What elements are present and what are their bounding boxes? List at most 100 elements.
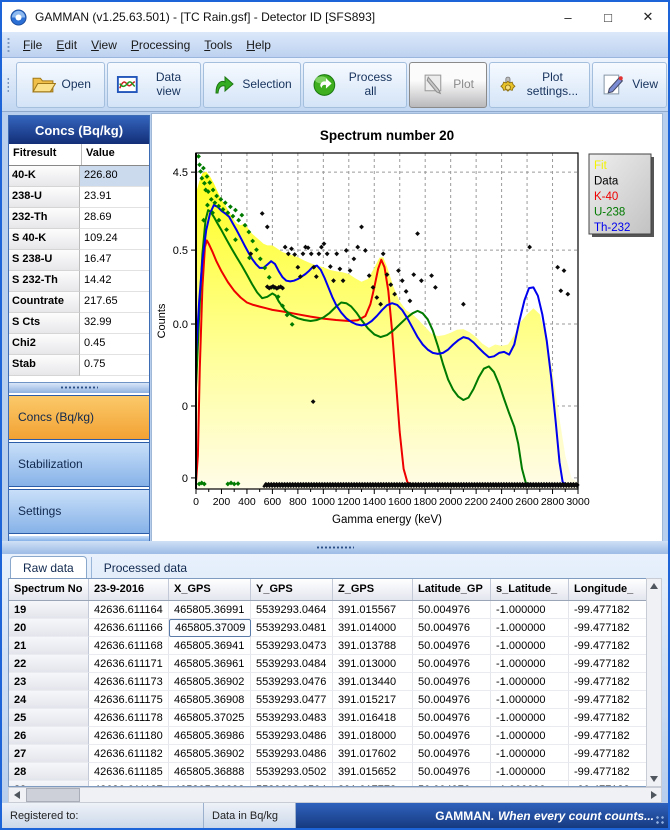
- result-row[interactable]: Stab 0.75: [9, 355, 149, 376]
- grid-cell[interactable]: -99.477182: [569, 637, 649, 655]
- tab-processed-data[interactable]: Processed data: [90, 557, 199, 578]
- grid-cell[interactable]: 42636.611175: [89, 691, 169, 709]
- grid-cell[interactable]: -99.477182: [569, 601, 649, 619]
- grid-cell[interactable]: 391.015567: [333, 601, 413, 619]
- grid-cell[interactable]: 5539293.0477: [251, 691, 333, 709]
- grid-cell[interactable]: 5539293.0504: [251, 781, 333, 786]
- grid-cell[interactable]: 391.017602: [333, 745, 413, 763]
- grid-column-header[interactable]: X_GPS: [169, 579, 251, 600]
- result-row[interactable]: S 232-Th 14.42: [9, 271, 149, 292]
- grid-cell[interactable]: 50.004976: [413, 673, 491, 691]
- grid-cell[interactable]: 42636.611187: [89, 781, 169, 786]
- grid-row-number[interactable]: 29: [9, 781, 89, 786]
- close-button[interactable]: ✕: [628, 2, 668, 32]
- grid-column-header[interactable]: Latitude_GP: [413, 579, 491, 600]
- grid-cell[interactable]: -1.000000: [491, 601, 569, 619]
- grid-row-number[interactable]: 26: [9, 727, 89, 745]
- grid-cell[interactable]: 5539293.0486: [251, 727, 333, 745]
- grid-cell[interactable]: 5539293.0483: [251, 709, 333, 727]
- grid-cell[interactable]: -99.477182: [569, 619, 649, 637]
- grid-column-header[interactable]: Z_GPS: [333, 579, 413, 600]
- grid-cell[interactable]: 42636.611182: [89, 745, 169, 763]
- grid-cell[interactable]: 465805.36991: [169, 601, 251, 619]
- grid-cell[interactable]: 42636.611180: [89, 727, 169, 745]
- grid-row-number[interactable]: 19: [9, 601, 89, 619]
- grid-row-number[interactable]: 28: [9, 763, 89, 781]
- grid-cell[interactable]: -1.000000: [491, 709, 569, 727]
- menu-item-edit[interactable]: Edit: [56, 37, 78, 52]
- result-row[interactable]: Countrate 217.65: [9, 292, 149, 313]
- grid-cell[interactable]: 391.016418: [333, 709, 413, 727]
- grid-cell[interactable]: 465805.36902: [169, 673, 251, 691]
- grid-cell[interactable]: 5539293.0476: [251, 673, 333, 691]
- data-view-button[interactable]: Data view: [107, 61, 202, 108]
- menu-item-processing[interactable]: Processing: [130, 37, 191, 52]
- grid-cell[interactable]: -1.000000: [491, 763, 569, 781]
- grid-cell[interactable]: 50.004976: [413, 691, 491, 709]
- grid-cell[interactable]: 465805.36961: [169, 655, 251, 673]
- grid-cell[interactable]: 50.004976: [413, 763, 491, 781]
- result-row[interactable]: Chi2 0.45: [9, 334, 149, 355]
- scroll-up-button[interactable]: [647, 579, 662, 593]
- menu-item-help[interactable]: Help: [246, 37, 271, 52]
- horizontal-scrollbar[interactable]: [8, 787, 662, 803]
- grid-cell[interactable]: 42636.611178: [89, 709, 169, 727]
- grid-cell[interactable]: 465805.36908: [169, 691, 251, 709]
- grid-cell[interactable]: -99.477182: [569, 673, 649, 691]
- tab-raw-data[interactable]: Raw data: [10, 556, 87, 578]
- grid-cell[interactable]: 50.004976: [413, 781, 491, 786]
- result-row[interactable]: 238-U 23.91: [9, 187, 149, 208]
- grid-cell[interactable]: -99.477182: [569, 745, 649, 763]
- grid-cell[interactable]: -1.000000: [491, 655, 569, 673]
- scroll-right-button[interactable]: [646, 788, 661, 802]
- grid-cell[interactable]: -1.000000: [491, 673, 569, 691]
- grid-cell[interactable]: 391.017772: [333, 781, 413, 786]
- grid-cell[interactable]: 50.004976: [413, 655, 491, 673]
- grid-column-header[interactable]: Spectrum No: [9, 579, 89, 600]
- grid-cell[interactable]: 50.004976: [413, 601, 491, 619]
- grid-cell[interactable]: -1.000000: [491, 745, 569, 763]
- grid-cell[interactable]: -99.477182: [569, 655, 649, 673]
- grid-cell[interactable]: 5539293.0464: [251, 601, 333, 619]
- scroll-down-button[interactable]: [647, 772, 662, 786]
- grid-cell[interactable]: -1.000000: [491, 619, 569, 637]
- grid-cell[interactable]: 391.013000: [333, 655, 413, 673]
- grid-cell[interactable]: 465805.36888: [169, 763, 251, 781]
- grid-cell[interactable]: 465805.36986: [169, 727, 251, 745]
- grid-row-number[interactable]: 23: [9, 673, 89, 691]
- grid-cell[interactable]: -1.000000: [491, 727, 569, 745]
- grid-cell[interactable]: 391.013440: [333, 673, 413, 691]
- grid-column-header[interactable]: Longitude_: [569, 579, 649, 600]
- grid-cell[interactable]: -99.477182: [569, 709, 649, 727]
- grid-cell[interactable]: 50.004976: [413, 745, 491, 763]
- result-row[interactable]: S Cts 32.99: [9, 313, 149, 334]
- nav-button-stabilization[interactable]: Stabilization: [9, 441, 149, 487]
- grid-cell[interactable]: 391.014000: [333, 619, 413, 637]
- grid-cell[interactable]: -1.000000: [491, 637, 569, 655]
- grid-cell[interactable]: 50.004976: [413, 727, 491, 745]
- plot-settings-button[interactable]: Plot settings...: [488, 61, 591, 108]
- grid-cell[interactable]: 391.018000: [333, 727, 413, 745]
- grid-cell[interactable]: 465805.36898: [169, 781, 251, 786]
- grid-cell[interactable]: 391.013788: [333, 637, 413, 655]
- open-button[interactable]: Open: [16, 61, 106, 108]
- selection-button[interactable]: Selection: [203, 61, 301, 108]
- grid-row-number[interactable]: 25: [9, 709, 89, 727]
- minimize-button[interactable]: –: [548, 2, 588, 32]
- horizontal-splitter[interactable]: [2, 541, 668, 554]
- grid-cell[interactable]: 5539293.0486: [251, 745, 333, 763]
- plot-button[interactable]: Plot: [409, 61, 487, 108]
- grid-cell[interactable]: 5539293.0502: [251, 763, 333, 781]
- grid-cell[interactable]: -1.000000: [491, 781, 569, 786]
- grid-row-number[interactable]: 21: [9, 637, 89, 655]
- menu-item-tools[interactable]: Tools: [204, 37, 233, 52]
- grid-cell[interactable]: 42636.611166: [89, 619, 169, 637]
- grid-cell[interactable]: 391.015652: [333, 763, 413, 781]
- result-row[interactable]: 40-K 226.80: [9, 166, 149, 187]
- grid-column-header[interactable]: Y_GPS: [251, 579, 333, 600]
- grid-cell[interactable]: 50.004976: [413, 709, 491, 727]
- grid-cell[interactable]: 465805.36902: [169, 745, 251, 763]
- grid-cell[interactable]: 465805.36941: [169, 637, 251, 655]
- horizontal-scroll-thumb[interactable]: [26, 788, 80, 802]
- grid-cell[interactable]: 42636.611164: [89, 601, 169, 619]
